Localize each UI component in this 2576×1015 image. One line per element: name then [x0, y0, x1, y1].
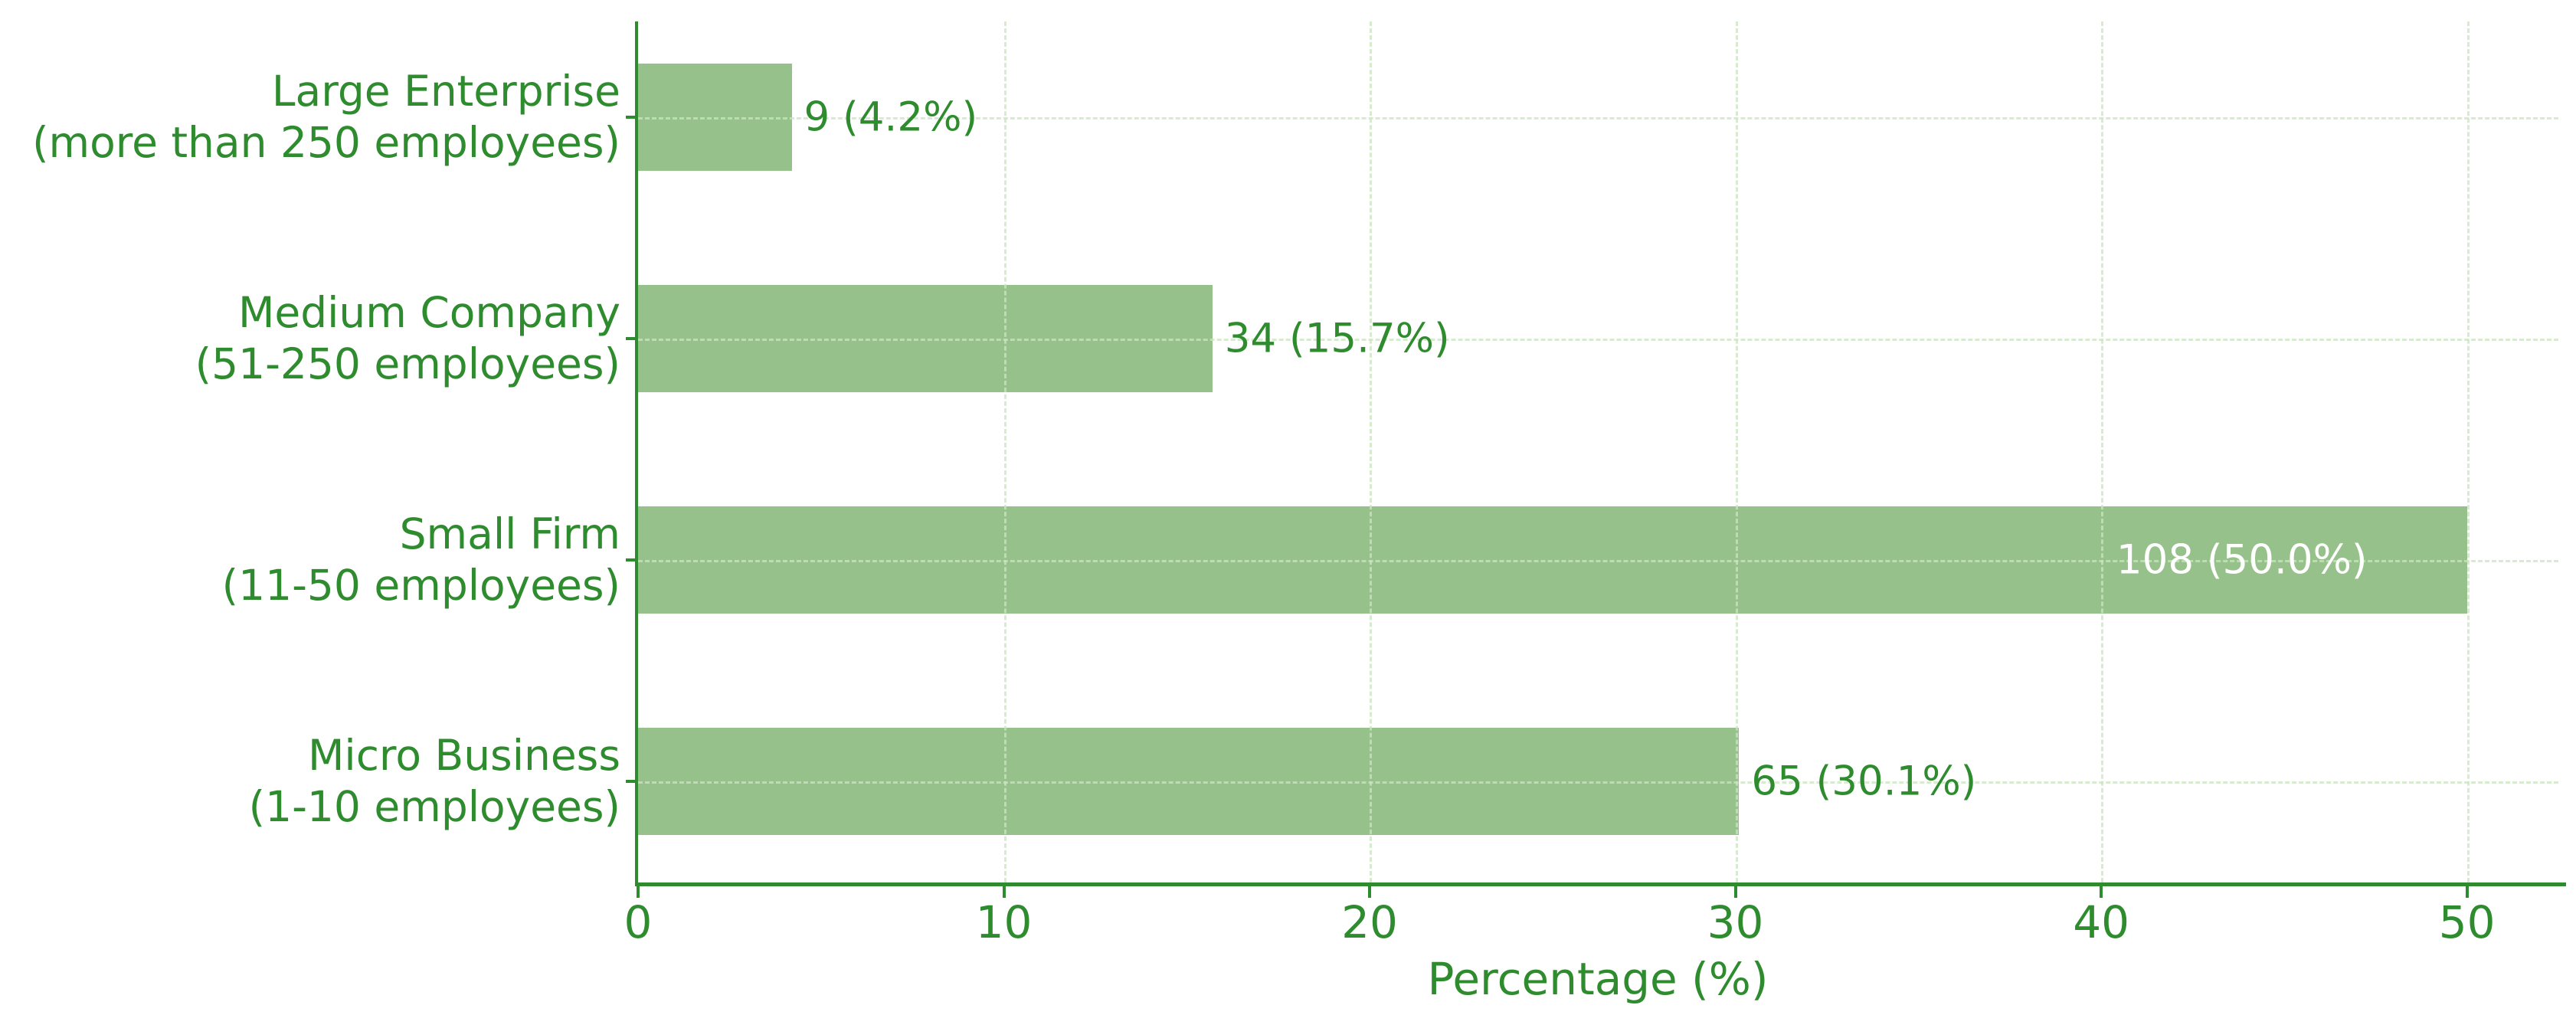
x-tick-label-0: 0: [624, 896, 653, 948]
category-label-large-enterprise: Large Enterprise (more than 250 employees…: [0, 66, 620, 169]
x-tick-0: [637, 882, 640, 898]
y-axis-spine: [635, 21, 638, 882]
category-name: Large Enterprise: [271, 67, 620, 116]
category-name: Medium Company: [237, 288, 620, 337]
bar-value-label-large-enterprise: 9 (4.2%): [804, 93, 978, 141]
category-qualifier: (1-10 employees): [248, 782, 620, 831]
y-gridline-large-enterprise: [638, 117, 2558, 120]
x-gridline-30: [1735, 21, 1738, 882]
category-label-medium-company: Medium Company (51-250 employees): [0, 287, 620, 390]
y-gridline-medium-company: [638, 339, 2558, 341]
y-gridline-micro-business: [638, 781, 2558, 784]
x-gridline-10: [1003, 21, 1007, 882]
y-tick-medium-company: [626, 337, 638, 340]
category-qualifier: (51-250 employees): [195, 339, 620, 388]
category-label-micro-business: Micro Business (1-10 employees): [0, 730, 620, 833]
x-gridline-20: [1370, 21, 1373, 882]
category-qualifier: (11-50 employees): [221, 561, 620, 610]
bar-value-label-medium-company: 34 (15.7%): [1224, 315, 1450, 362]
x-tick-30: [1733, 882, 1737, 898]
plot-area: [635, 21, 2566, 886]
category-label-small-firm: Small Firm (11-50 employees): [0, 509, 620, 611]
y-tick-small-firm: [626, 558, 638, 562]
x-axis-title: Percentage (%): [1427, 953, 1769, 1005]
x-tick-50: [2465, 882, 2469, 898]
x-axis-line: [635, 882, 2566, 886]
x-tick-10: [1002, 882, 1006, 898]
bar-value-label-micro-business: 65 (30.1%): [1751, 758, 1977, 805]
category-name: Micro Business: [307, 731, 620, 780]
category-name: Small Firm: [399, 509, 620, 558]
x-tick-label-30: 30: [1707, 896, 1764, 948]
x-gridline-40: [2101, 21, 2104, 882]
x-gridline-50: [2466, 21, 2470, 882]
bar-value-label-small-firm: 108 (50.0%): [2116, 536, 2368, 584]
x-tick-label-40: 40: [2073, 896, 2129, 948]
x-tick-label-10: 10: [975, 896, 1033, 948]
x-tick-40: [2100, 882, 2103, 898]
x-tick-label-20: 20: [1341, 896, 1398, 948]
y-tick-micro-business: [626, 780, 638, 783]
y-gridline-small-firm: [638, 560, 2558, 562]
x-tick-20: [1368, 882, 1372, 898]
y-tick-large-enterprise: [626, 116, 638, 119]
category-qualifier: (more than 250 employees): [32, 118, 620, 167]
x-tick-label-50: 50: [2438, 896, 2496, 948]
